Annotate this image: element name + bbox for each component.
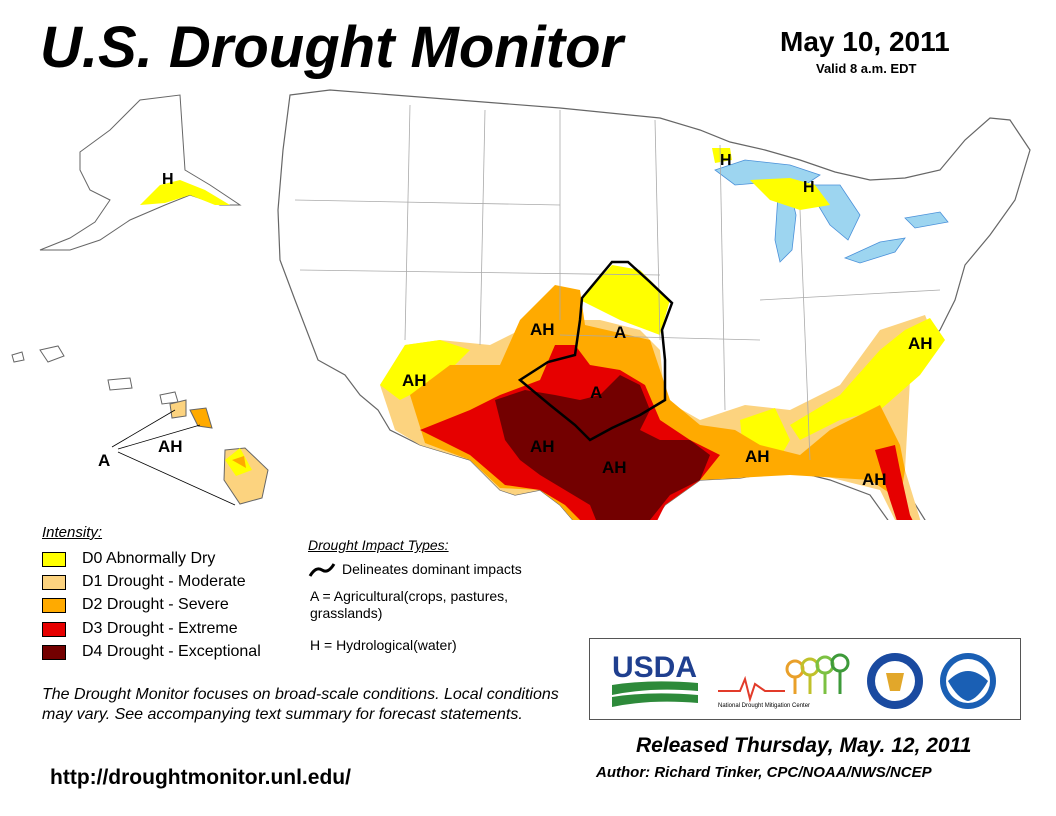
label-a-kansas: A [614,323,626,342]
svg-text:USDA: USDA [612,651,697,684]
hawaii-callout-lines [111,409,236,506]
state-borders [294,104,941,461]
svg-text:National Drought Mitigation Ce: National Drought Mitigation Center [718,703,810,709]
d0-kansas [580,265,670,335]
label-ah-carolina: AH [908,334,933,353]
agency-logos: USDA National Drought Mitigation Center [612,651,996,709]
legend-swatch-d3 [42,621,66,637]
label-a-oklahoma: A [590,383,602,402]
d0-alaska [140,180,230,205]
legend-swatch-d1 [42,574,66,590]
drought-map: AH AH A A AH AH AH AH AH H H H AH A [11,89,1031,520]
noaa-logo-icon [940,653,996,709]
legend-swatch-d4 [42,644,66,660]
map-title: U.S. Drought Monitor [40,15,624,80]
agency-logos-box: USDA National Drought Mitigation Center [589,638,1021,720]
d4-texas [495,375,710,520]
legend-label-d1: D1 Drought - Moderate [82,573,246,590]
author-credit: Author: Richard Tinker, CPC/NOAA/NWS/NCE… [596,764,932,781]
legend-item-d0: D0 Abnormally Dry [42,549,215,569]
legend-label-d0: D0 Abnormally Dry [82,550,216,567]
impact-types-title: Drought Impact Types: [308,537,449,553]
label-h-michigan-lp: H [803,179,815,196]
label-ah-kansas: AH [530,320,555,339]
label-ah-west-texas: AH [530,437,555,456]
d3-florida [875,445,913,520]
ndmc-logo: National Drought Mitigation Center [718,653,850,709]
d0-southwest [380,340,470,400]
usda-logo: USDA [612,651,698,707]
legend-label-d4: D4 Drought - Exceptional [82,643,261,660]
lake-erie [843,237,906,264]
impact-agricultural-text: A = Agricultural(crops, pastures, grassl… [310,588,509,621]
legend-item-d1: D1 Drought - Moderate [42,572,246,592]
website-url[interactable]: http://droughtmonitor.unl.edu/ [50,766,351,789]
d0-southeast [790,318,945,440]
map-date: May 10, 2011 [780,26,950,57]
label-h-alaska: H [162,171,174,188]
label-ah-georgia: AH [862,470,887,489]
d0-michigan-lp [750,178,830,210]
released-date: Released Thursday, May. 12, 2011 [636,734,972,757]
label-ah-louisiana: AH [745,447,770,466]
legend-swatch-d2 [42,597,66,613]
legend-title: Intensity: [42,524,103,541]
lake-ontario [904,211,949,229]
alaska-outline [39,94,242,251]
impact-delineates-text: Delineates dominant impacts [342,561,522,577]
d2-hawaii [232,456,246,468]
legend-item-d4: D4 Drought - Exceptional [42,642,261,662]
label-a-hawaii: A [98,451,110,470]
label-ah-hawaii: AH [158,437,183,456]
impact-hydrological-text: H = Hydrological(water) [310,637,457,653]
legend-label-d3: D3 Drought - Extreme [82,620,238,637]
d0-michigan-up [712,148,732,163]
legend-swatch-d0 [42,551,66,567]
legend-item-d3: D3 Drought - Extreme [42,619,238,639]
commerce-seal-icon [867,653,923,709]
valid-time: Valid 8 a.m. EDT [816,61,917,76]
impact-line-icon [308,563,336,577]
label-h-michigan-up: H [720,152,732,169]
lake-superior [714,159,821,186]
legend-item-d2: D2 Drought - Severe [42,595,229,615]
disclaimer-text: The Drought Monitor focuses on broad-sca… [42,686,559,723]
hawaii-islands [11,345,269,505]
label-ah-central-texas: AH [602,458,627,477]
label-ah-southwest: AH [402,371,427,390]
impact-boundary [517,260,674,442]
legend-label-d2: D2 Drought - Severe [82,596,229,613]
